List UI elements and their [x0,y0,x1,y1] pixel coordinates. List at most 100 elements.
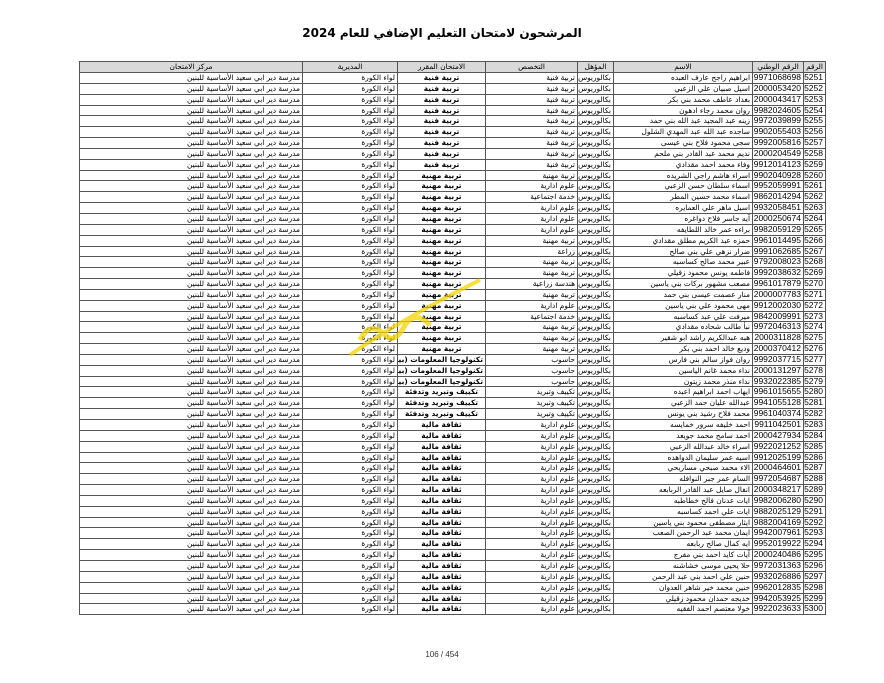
cell-qualification: بكالوريوس [577,234,614,247]
table-row: 5259 9912014123 وفاء محمد احمد مقدادي بكالو… [79,158,826,171]
cell-name: نداء محمد غانم الياسين [613,364,753,377]
cell-exam-center: مدرسة دير ابي سعيد الأساسية للبنين [79,288,303,301]
cell-name: نبأ طالب شحاده مقدادي [613,321,753,334]
cell-name: منار عصمت عيسى بني حمد [613,288,753,301]
cell-number: 5298 [803,581,826,594]
cell-exam: ثقافة مالية [397,473,486,486]
cell-name: اسراء خالد عبدالله الزعبي [613,440,753,453]
cell-specialization: علوم ادارية [485,440,578,453]
table-row: 5274 9972046313 نبأ طالب شحاده مقدادي بكالو… [79,321,826,334]
table-row: 5272 9912002030 مهى محمود علي بني ياسين بكا… [79,299,826,312]
cell-exam: تربية مهنية [397,169,486,182]
table-row: 5268 9792008023 عبير محمد صالح كساسبه بكالو… [79,256,826,269]
cell-directorate: لواء الكورة [302,278,398,290]
table-row: 5257 9992005816 سجى محمود فلاح بني عيسى بكا… [79,137,826,149]
cell-qualification: بكالوريوس [577,169,614,182]
cell-number: 5252 [803,82,826,95]
cell-number: 5299 [803,592,826,605]
cell-exam-center: مدرسة دير ابي سعيد الأساسية للبنين [79,191,303,204]
cell-directorate: لواء الكورة [302,375,398,388]
cell-number: 5258 [803,147,826,160]
cell-directorate: لواء الكورة [302,549,398,561]
cell-national-id: 9942053925 [752,592,804,605]
cell-number: 5287 [803,462,826,475]
cell-name: ايثار مصطفى محمود بني ياسين [613,516,753,529]
table-row: 5273 9842009991 ميرفت علي عبد كساسبه بكالور… [79,310,826,323]
cell-exam-center: مدرسة دير ابي سعيد الأساسية للبنين [79,343,303,355]
cell-directorate: لواء الكورة [302,93,398,106]
cell-exam: تربية مهنية [397,256,486,269]
cell-number: 5297 [803,570,826,583]
cell-exam: ثقافة مالية [397,538,486,551]
cell-name: روان فواز سالم بني فارس [613,353,753,366]
cell-national-id: 9961014495 [752,234,804,247]
cell-national-id: 2000250674 [752,212,804,225]
cell-national-id: 2000464601 [752,462,804,475]
cell-specialization: تكييف وتبريد [485,386,578,399]
cell-exam: تربية مهنية [397,278,486,290]
cell-number: 5292 [803,516,826,529]
cell-directorate: لواء الكورة [302,364,398,377]
cell-name: ايمان محمد عبد الرحمن الصعب [613,527,753,540]
cell-qualification: بكالوريوس [577,310,614,323]
cell-qualification: بكالوريوس [577,397,614,410]
cell-number: 5280 [803,386,826,399]
cell-national-id: 2000240486 [752,549,804,561]
cell-exam-center: مدرسة دير ابي سعيد الأساسية للبنين [79,429,303,442]
cell-directorate: لواء الكورة [302,343,398,355]
cell-qualification: بكالوريوس [577,82,614,95]
cell-number: 5270 [803,278,826,290]
cell-qualification: بكالوريوس [577,570,614,583]
cell-directorate: لواء الكورة [302,473,398,486]
cell-number: 5291 [803,505,826,518]
cell-national-id: 9952059991 [752,180,804,193]
cell-qualification: بكالوريوس [577,538,614,551]
table-row: 5263 9932058451 اسيل ماهر علي العمايره بكال… [79,202,826,214]
cell-directorate: لواء الكورة [302,462,398,475]
cell-number: 5275 [803,332,826,345]
cell-national-id: 9972039899 [752,115,804,128]
cell-number: 5256 [803,126,826,139]
cell-number: 5283 [803,419,826,431]
cell-exam-center: مدرسة دير ابي سعيد الأساسية للبنين [79,104,303,117]
cell-specialization: هندسة زراعية [485,278,578,290]
cell-directorate: لواء الكورة [302,429,398,442]
cell-number: 5300 [803,603,826,616]
cell-national-id: 2000043417 [752,93,804,106]
table-row: 5281 9941055128 عبدالله عليان حمد الزعبي بك… [79,397,826,410]
cell-number: 5285 [803,440,826,453]
cell-exam: تربية فنية [397,72,486,84]
cell-name: السام عمر جبر النوافله [613,473,753,486]
cell-exam-center: مدرسة دير ابي سعيد الأساسية للبنين [79,353,303,366]
cell-specialization: تربية مهنية [485,332,578,345]
cell-number: 5282 [803,408,826,420]
cell-specialization: علوم ادارية [485,603,578,616]
cell-name: ايات علي احمد كساسبه [613,505,753,518]
cell-name: ميرفت علي عبد كساسبه [613,310,753,323]
cell-exam-center: مدرسة دير ابي سعيد الأساسية للبنين [79,137,303,149]
cell-directorate: لواء الكورة [302,592,398,605]
cell-qualification: بكالوريوس [577,516,614,529]
cell-exam: ثقافة مالية [397,592,486,605]
cell-exam: ثقافة مالية [397,516,486,529]
table-row: 5264 2000250674 آيه جاسر فلاح دواغره بكالور… [79,212,826,225]
cell-qualification: بكالوريوس [577,93,614,106]
cell-national-id: 2000131297 [752,364,804,377]
cell-specialization: علوم ادارية [485,581,578,594]
cell-specialization: تربية فنية [485,158,578,171]
table-row: 5299 9942053925 خديجه حمدان محمود زقيلي بكا… [79,592,826,605]
cell-number: 5281 [803,397,826,410]
cell-exam-center: مدرسة دير ابي سعيد الأساسية للبنين [79,267,303,280]
table-row: 5271 2000007783 منار عصمت عيسى بني حمد بكال… [79,288,826,301]
cell-exam-center: مدرسة دير ابي سعيد الأساسية للبنين [79,451,303,464]
cell-directorate: لواء الكورة [302,603,398,616]
cell-qualification: بكالوريوس [577,278,614,290]
cell-specialization: علوم ادارية [485,570,578,583]
cell-exam-center: مدرسة دير ابي سعيد الأساسية للبنين [79,419,303,431]
cell-number: 5255 [803,115,826,128]
cell-number: 5289 [803,484,826,496]
cell-directorate: لواء الكورة [302,137,398,149]
cell-exam-center: مدرسة دير ابي سعيد الأساسية للبنين [79,559,303,572]
cell-qualification: بكالوريوس [577,375,614,388]
cell-qualification: بكالوريوس [577,72,614,84]
